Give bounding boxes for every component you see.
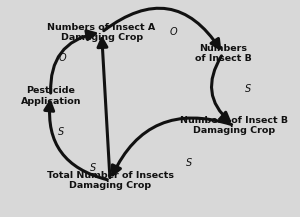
Text: Numbers of Insect A
Damaging Crop: Numbers of Insect A Damaging Crop <box>47 23 156 42</box>
Text: O: O <box>170 27 177 37</box>
Text: Numbers
of Insect B: Numbers of Insect B <box>195 44 251 63</box>
Text: S: S <box>90 163 96 173</box>
Text: Numbers of Insect B
Damaging Crop: Numbers of Insect B Damaging Crop <box>180 116 288 135</box>
Text: Total Number of Insects
Damaging Crop: Total Number of Insects Damaging Crop <box>46 171 173 190</box>
Text: O: O <box>58 53 66 63</box>
Text: S: S <box>58 127 64 137</box>
Text: S: S <box>245 84 251 94</box>
Text: Pesticide
Application: Pesticide Application <box>20 86 81 105</box>
Text: S: S <box>186 158 192 168</box>
